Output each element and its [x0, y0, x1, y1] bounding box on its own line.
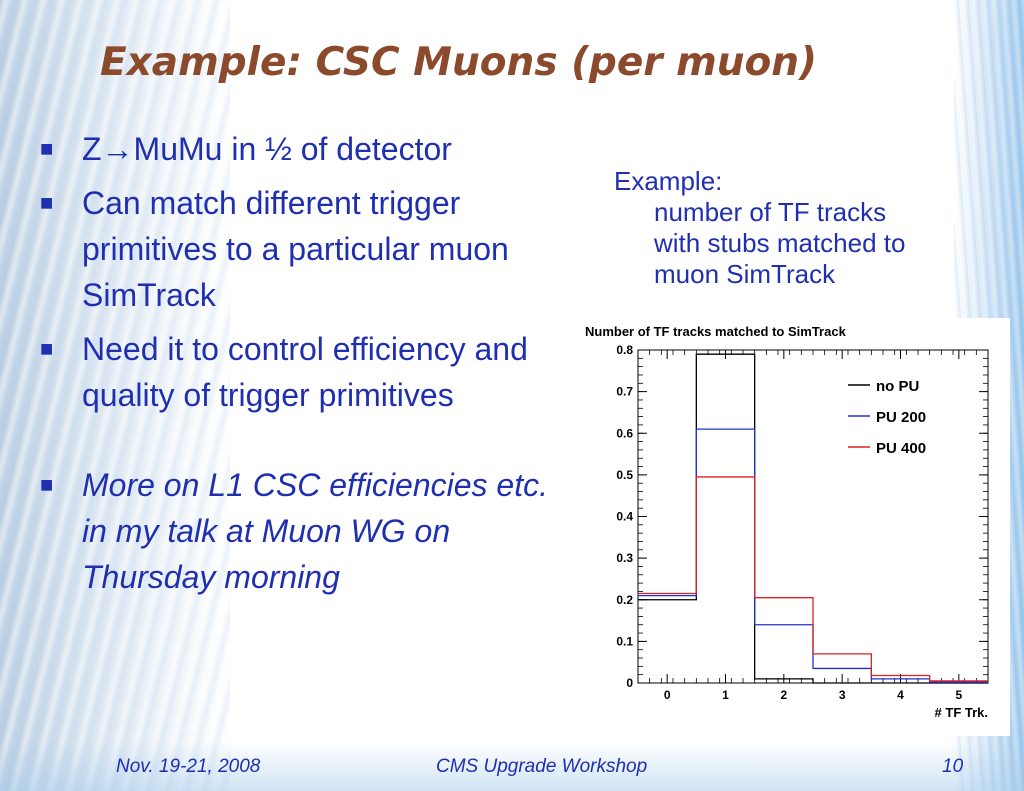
- y-tick-label: 0.6: [616, 426, 633, 440]
- legend-label: PU 400: [876, 440, 926, 457]
- bullet-item: ■ Can match different trigger primitives…: [40, 180, 580, 318]
- example-note: Example: number of TF tracks with stubs …: [614, 166, 905, 290]
- x-tick-label: 2: [780, 688, 787, 702]
- bullet-text: More on L1 CSC efficiencies etc. in my t…: [82, 467, 548, 595]
- note-line: muon SimTrack: [654, 259, 836, 289]
- x-tick-label: 0: [664, 688, 671, 702]
- histogram-series: [638, 353, 988, 684]
- bullet-text: Need it to control efficiency and qualit…: [82, 331, 528, 413]
- bullet-text: Can match different trigger primitives t…: [82, 185, 509, 313]
- chart-title: Number of TF tracks matched to SimTrack: [585, 324, 847, 339]
- note-line: with stubs matched to: [654, 228, 906, 258]
- y-tick-label: 0: [626, 676, 633, 690]
- footer-page-number: 10: [942, 756, 964, 777]
- bullet-marker: ■: [40, 190, 54, 215]
- y-tick-label: 0.3: [616, 551, 633, 565]
- series-line-2: [638, 476, 988, 682]
- y-tick-label: 0.7: [616, 385, 633, 399]
- background-bottom-decoration: [0, 741, 1024, 791]
- y-tick-label: 0.4: [616, 510, 633, 524]
- y-tick-label: 0.2: [616, 593, 633, 607]
- chart-legend: no PU PU 200 PU 400: [848, 378, 926, 457]
- x-tick-label: 3: [839, 688, 846, 702]
- y-tick-label: 0.8: [616, 343, 633, 357]
- histogram-chart: Number of TF tracks matched to SimTrack …: [585, 324, 989, 720]
- bullet-marker: ■: [40, 136, 54, 161]
- footer-event: CMS Upgrade Workshop: [436, 756, 648, 777]
- bullet-text-pre: Z: [82, 131, 102, 167]
- bullet-item: ■ Need it to control efficiency and qual…: [40, 326, 580, 418]
- slide-title: Example: CSC Muons (per muon): [100, 40, 817, 85]
- y-tick-label: 0.5: [616, 468, 633, 482]
- legend-label: PU 200: [876, 409, 926, 426]
- note-line: number of TF tracks: [654, 197, 887, 227]
- bullet-text-post: MuMu in ½ of detector: [133, 131, 452, 167]
- bullet-item: ■ Z→MuMu in ½ of detector: [40, 126, 580, 172]
- bullet-marker: ■: [40, 336, 54, 361]
- x-tick-label: 4: [897, 688, 904, 702]
- note-head: Example:: [614, 166, 723, 196]
- background-left-decoration: [0, 0, 230, 791]
- footer-date: Nov. 19-21, 2008: [116, 756, 261, 777]
- x-tick-label: 1: [722, 688, 729, 702]
- bullet-marker: ■: [40, 472, 54, 497]
- bullet-list: ■ Z→MuMu in ½ of detector ■ Can match di…: [40, 126, 580, 608]
- arrow-icon: →: [101, 131, 134, 167]
- y-tick-label: 0.1: [616, 634, 633, 648]
- bullet-item: ■ More on L1 CSC efficiencies etc. in my…: [40, 462, 580, 600]
- x-tick-label: 5: [955, 688, 962, 702]
- x-axis-label: # TF Trk.: [935, 705, 988, 720]
- legend-label: no PU: [876, 378, 919, 395]
